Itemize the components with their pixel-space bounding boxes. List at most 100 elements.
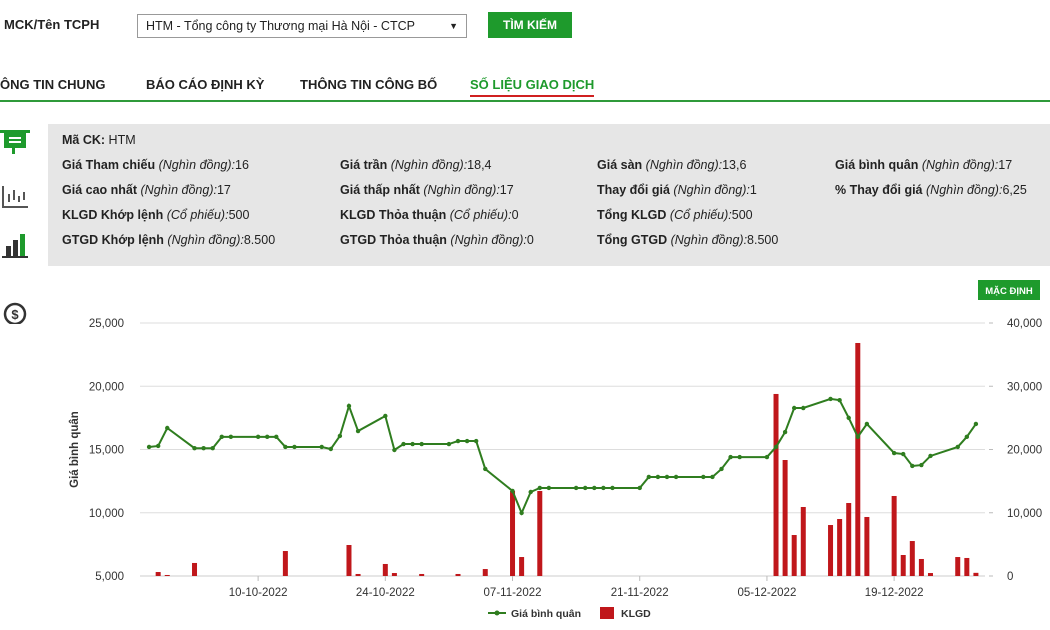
volume-bar (855, 342, 861, 576)
price-point (537, 485, 542, 491)
volume-bar (519, 557, 525, 576)
info-label: Giá thấp nhất (340, 183, 420, 197)
price-point (610, 485, 615, 491)
x-tick-label: 07-11-2022 (484, 587, 542, 599)
reset-button[interactable] (978, 280, 1040, 300)
info-unit: (Nghìn đồng): (921, 158, 999, 172)
info-unit: (Cổ phiếu): (669, 208, 732, 222)
legend-swatch (600, 607, 614, 619)
info-value: 17 (499, 183, 514, 197)
price-point (337, 433, 343, 439)
tab[interactable]: THÔNG TIN CÔNG BỐ (300, 77, 438, 92)
x-tick-label: 24-10-2022 (356, 587, 415, 599)
reset-button-label[interactable]: MẶC ĐỊNH (985, 286, 1033, 297)
x-tick-label: 19-12-2022 (865, 587, 924, 599)
price-point (737, 454, 742, 460)
price-point (901, 451, 906, 457)
price-point (455, 438, 461, 444)
volume-bar (482, 569, 488, 576)
tab[interactable]: SỐ LIỆU GIAO DỊCH (470, 77, 595, 97)
x-tick-label: 05-12-2022 (738, 587, 797, 599)
price-point (401, 441, 406, 447)
info-unit: (Cổ phiếu): (449, 208, 512, 222)
info-value: 16 (235, 158, 249, 172)
volume-bar (828, 525, 834, 576)
price-point (274, 434, 279, 440)
volume-bar (346, 545, 352, 576)
info-unit: (Nghìn đồng): (926, 183, 1003, 197)
price-point (519, 510, 524, 516)
info-value: 500 (731, 208, 753, 222)
x-tick-label: 21-11-2022 (611, 587, 669, 599)
tab[interactable]: BÁO CÁO ĐỊNH KỲ (146, 77, 265, 92)
price-point (919, 462, 924, 468)
info-cell: KLGD Thỏa thuận (Cổ phiếu):0 (340, 208, 519, 222)
price-point (210, 446, 215, 451)
y2-tick-label: 10,000 (1007, 508, 1042, 520)
volume-bar (537, 490, 543, 576)
price-point (483, 466, 488, 472)
icon-chart[interactable] (2, 186, 28, 208)
info-label: Giá trần (340, 158, 388, 172)
legend-dot (494, 610, 500, 616)
chart: MẶC ĐỊNH 5,000 10,000 15,000 20,000 25,000 0 1… (69, 280, 1042, 620)
info-label: Giá Tham chiếu (62, 158, 156, 172)
price-point (201, 446, 206, 451)
volume-bar (791, 535, 797, 576)
y2-tick-label: 20,000 (1007, 445, 1042, 457)
info-label: Tổng GTGD (597, 233, 668, 247)
volume-bar (864, 516, 870, 576)
volume-bar (837, 519, 843, 576)
info-cell: Giá sàn (Nghìn đồng):13,6 (597, 158, 746, 172)
info-panel: Mã CK: HTM Giá Tham chiếu (Nghìn đồng): 1… (48, 124, 1050, 266)
price-point (801, 405, 806, 411)
svg-text:$: $ (11, 307, 19, 322)
info-value: 1 (749, 183, 757, 197)
company-select[interactable]: HTM - Tổng công ty Thương mại Hà Nội - C… (137, 14, 467, 38)
price-point (910, 463, 915, 469)
search-button[interactable]: TÌM KIẾM (488, 12, 572, 38)
volume-bar (782, 459, 788, 576)
volume-bar (973, 572, 979, 576)
price-point (710, 474, 715, 480)
price-point (782, 429, 788, 435)
info-label: KLGD Thỏa thuận (340, 208, 447, 222)
code-label: Mã CK: (62, 133, 106, 147)
info-label: % Thay đổi giá (835, 183, 923, 197)
legend-item[interactable]: Giá bình quân (488, 608, 581, 620)
volume-bar (192, 562, 198, 576)
volume-bar (927, 573, 933, 576)
info-cell: Giá bình quân (Nghìn đồng):17 (835, 158, 1012, 172)
info-value: 18,4 (467, 158, 492, 172)
x-tick-label: 10-10-2022 (229, 587, 288, 599)
price-point (346, 403, 352, 409)
volume-bar (800, 506, 806, 576)
price-point (637, 485, 642, 491)
legend-item[interactable]: KLGD (600, 607, 651, 620)
icon-money[interactable]: $ (3, 302, 27, 324)
y2-tick-label: 0 (1007, 571, 1013, 583)
y2-tick-label: 30,000 (1007, 381, 1042, 393)
price-point (510, 488, 515, 494)
price-point (864, 421, 870, 427)
y-tick-label: 25,000 (89, 318, 124, 330)
volume-bar (964, 557, 970, 576)
price-point (583, 485, 588, 491)
icon-bars[interactable] (2, 234, 28, 258)
info-label: GTGD Thỏa thuận (340, 233, 447, 247)
volume-bar (391, 573, 397, 576)
price-point (319, 444, 324, 450)
price-point (419, 441, 424, 447)
y2-tick-label: 40,000 (1007, 318, 1042, 330)
code-cell: Mã CK: HTM (62, 133, 136, 147)
price-point (964, 434, 970, 440)
info-cell: % Thay đổi giá (Nghìn đồng):6,25 (835, 183, 1027, 197)
info-cell: Giá trần (Nghìn đồng):18,4 (340, 158, 492, 172)
price-point (446, 441, 452, 447)
icon-board[interactable] (0, 130, 30, 154)
y-axis-title: Giá bình quân (69, 411, 81, 488)
price-point (719, 466, 724, 472)
tab[interactable]: ÔNG TIN CHUNG (0, 77, 106, 92)
price-point (192, 446, 197, 451)
price-point (773, 444, 779, 450)
